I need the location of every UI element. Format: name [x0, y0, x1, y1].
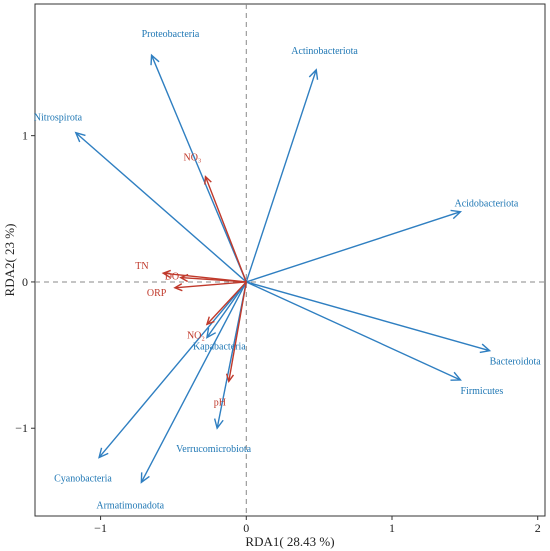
arrow-shaft — [245, 69, 317, 283]
arrow-kapabacteria: Kapabacteria — [193, 281, 247, 353]
species-label: Armatimonadota — [96, 500, 164, 511]
arrow-shaft — [140, 281, 247, 483]
arrow-head — [204, 175, 212, 185]
arrow-shaft — [228, 281, 247, 382]
environment-label: TN — [135, 261, 148, 272]
arrow-head — [98, 447, 109, 459]
reference-lines — [35, 4, 545, 516]
species-label: Firmicutes — [460, 386, 503, 397]
y-tick-label: −1 — [15, 421, 28, 435]
x-tick-label: −1 — [94, 521, 107, 535]
environment-label: DO — [165, 272, 179, 283]
arrow-acidobacteriota: Acidobacteriota — [246, 199, 519, 283]
species-label: Bacteroidota — [490, 357, 542, 368]
arrow-head — [308, 68, 319, 80]
environment-label: pH — [214, 397, 226, 408]
arrow-shaft — [246, 281, 490, 352]
arrow-head — [213, 418, 224, 430]
x-tick-label: 2 — [535, 521, 541, 535]
species-label: Nitrospirota — [34, 113, 83, 124]
arrow-head — [479, 343, 492, 354]
species-label: Acidobacteriota — [454, 199, 518, 210]
species-label: Kapabacteria — [193, 342, 246, 353]
arrow-shaft — [246, 211, 461, 283]
arrow-head — [205, 316, 215, 326]
arrow-verrucomicrobiota: Verrucomicrobiota — [176, 281, 252, 455]
arrow-do: DO — [165, 272, 247, 283]
arrow-head — [74, 131, 86, 143]
plot-frame — [34, 3, 546, 517]
arrow-orp: ORP — [147, 281, 247, 299]
arrow-shaft — [206, 281, 247, 338]
arrow-head — [225, 373, 235, 384]
arrow-head — [450, 371, 462, 381]
arrow-cyanobacteria: Cyanobacteria — [54, 281, 247, 484]
species-label: Cyanobacteria — [54, 473, 112, 484]
environment-arrows: NO₃ TN DO ORP NO₂ pH — [135, 153, 247, 408]
arrow-shaft — [75, 132, 247, 283]
arrow-ph: pH — [214, 281, 247, 408]
environment-label: NO₂ — [187, 330, 205, 341]
y-axis-title: RDA2( 23 %) — [2, 224, 17, 297]
arrow-armatimonadota: Armatimonadota — [96, 281, 247, 511]
arrow-shaft — [98, 281, 247, 458]
arrow-proteobacteria: Proteobacteria — [142, 29, 247, 283]
arrow-shaft — [204, 176, 247, 283]
species-label: Actinobacteriota — [291, 46, 358, 57]
arrow-bacteroidota: Bacteroidota — [246, 281, 542, 368]
species-label: Verrucomicrobiota — [176, 444, 252, 455]
environment-label: NO₃ — [183, 153, 201, 164]
arrow-head — [179, 273, 189, 283]
arrow-shaft — [206, 281, 247, 325]
arrow-nitrospirota: Nitrospirota — [34, 113, 247, 283]
y-tick-label: 0 — [22, 275, 28, 289]
species-label: Proteobacteria — [142, 29, 200, 40]
environment-label: ORP — [147, 288, 167, 299]
arrow-no-: NO₂ — [187, 281, 247, 341]
x-axis-title: RDA1( 28.43 %) — [245, 534, 334, 549]
x-tick-label: 0 — [243, 521, 249, 535]
axis-ticks: −1 0 1 2 −1 0 1 — [15, 129, 540, 535]
arrow-shaft — [180, 276, 247, 283]
y-tick-label: 1 — [22, 129, 28, 143]
arrow-shaft — [174, 281, 247, 289]
arrow-shaft — [150, 54, 247, 283]
arrow-no-: NO₃ — [183, 153, 247, 283]
arrow-head — [173, 283, 183, 292]
arrow-firmicutes: Firmicutes — [245, 281, 503, 397]
arrow-actinobacteriota: Actinobacteriota — [245, 46, 358, 283]
species-arrows: Proteobacteria Actinobacteriota Nitrospiro… — [34, 29, 541, 511]
arrow-head — [161, 269, 171, 278]
arrow-head — [450, 209, 463, 220]
arrow-head — [140, 472, 150, 484]
arrow-head — [150, 53, 160, 66]
arrow-shaft — [245, 281, 461, 381]
arrow-head — [206, 327, 217, 339]
x-tick-label: 1 — [389, 521, 395, 535]
